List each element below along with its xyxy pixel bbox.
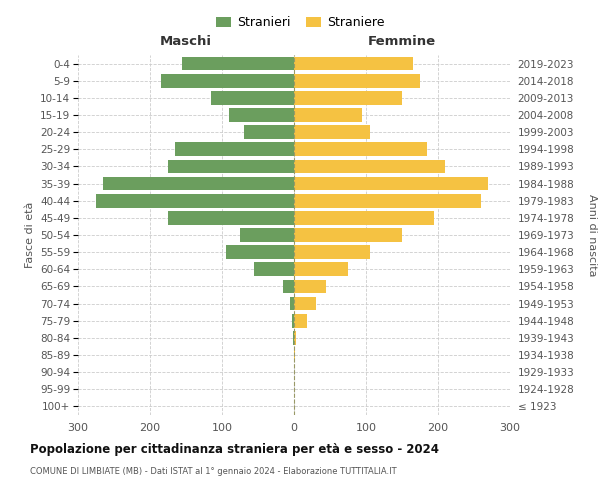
Bar — [294, 211, 434, 224]
Bar — [294, 91, 402, 104]
Bar — [294, 228, 402, 242]
Bar — [168, 211, 294, 224]
Legend: Stranieri, Straniere: Stranieri, Straniere — [211, 11, 389, 34]
Y-axis label: Fasce di età: Fasce di età — [25, 202, 35, 268]
Bar — [168, 160, 294, 173]
Bar — [294, 108, 362, 122]
Bar — [294, 74, 420, 88]
Bar — [244, 126, 294, 139]
Bar — [294, 314, 307, 328]
Bar — [294, 246, 370, 259]
Bar — [294, 176, 488, 190]
Bar — [229, 108, 294, 122]
Bar — [226, 246, 294, 259]
Bar — [175, 142, 294, 156]
Bar — [96, 194, 294, 207]
Bar — [161, 74, 294, 88]
Bar — [290, 296, 294, 310]
Bar — [294, 280, 326, 293]
Bar — [294, 262, 348, 276]
Bar — [292, 314, 294, 328]
Bar — [294, 142, 427, 156]
Bar — [294, 194, 481, 207]
Bar — [294, 126, 370, 139]
Text: Popolazione per cittadinanza straniera per età e sesso - 2024: Popolazione per cittadinanza straniera p… — [30, 442, 439, 456]
Text: COMUNE DI LIMBIATE (MB) - Dati ISTAT al 1° gennaio 2024 - Elaborazione TUTTITALI: COMUNE DI LIMBIATE (MB) - Dati ISTAT al … — [30, 468, 397, 476]
Bar — [294, 348, 295, 362]
Bar — [254, 262, 294, 276]
Bar — [103, 176, 294, 190]
Bar — [240, 228, 294, 242]
Bar — [293, 331, 294, 344]
Bar — [283, 280, 294, 293]
Bar — [294, 296, 316, 310]
Bar — [182, 56, 294, 70]
Bar — [294, 160, 445, 173]
Text: Femmine: Femmine — [368, 35, 436, 48]
Y-axis label: Anni di nascita: Anni di nascita — [587, 194, 596, 276]
Bar — [294, 331, 296, 344]
Bar — [294, 56, 413, 70]
Text: Maschi: Maschi — [160, 35, 212, 48]
Bar — [211, 91, 294, 104]
